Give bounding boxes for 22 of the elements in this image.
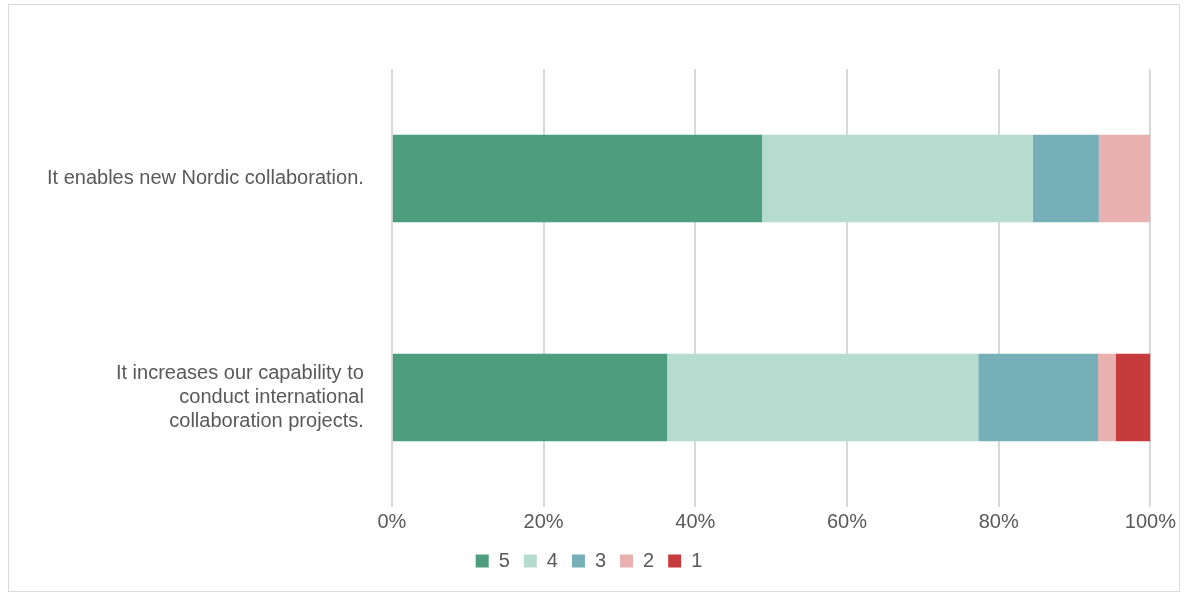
bar: [1098, 134, 1151, 223]
x-tick-label: 80%: [978, 509, 1019, 532]
x-tick-label: 60%: [826, 509, 868, 532]
bar: [1115, 353, 1151, 442]
legend-label: 5: [498, 548, 510, 571]
bar: [978, 353, 1099, 442]
bar: [667, 353, 979, 442]
bar: [1098, 353, 1116, 442]
legend-label: 4: [546, 548, 558, 571]
x-tick-label: 20%: [523, 509, 564, 532]
x-tick-label: 100%: [1124, 509, 1177, 532]
x-tick-label: 0%: [377, 509, 407, 532]
y-tick-label: It enables new Nordic collaboration.: [46, 166, 364, 189]
legend-label: 1: [691, 548, 703, 571]
bar: [392, 353, 668, 442]
bar: [392, 134, 763, 223]
y-tick-label: It increases our capability to conduct international collaboration projects.: [115, 361, 364, 432]
x-tick-label: 40%: [675, 509, 716, 532]
legend-label: 3: [594, 548, 607, 571]
legend-label: 2: [643, 548, 655, 571]
bar: [762, 134, 1033, 223]
bar: [1032, 134, 1099, 223]
